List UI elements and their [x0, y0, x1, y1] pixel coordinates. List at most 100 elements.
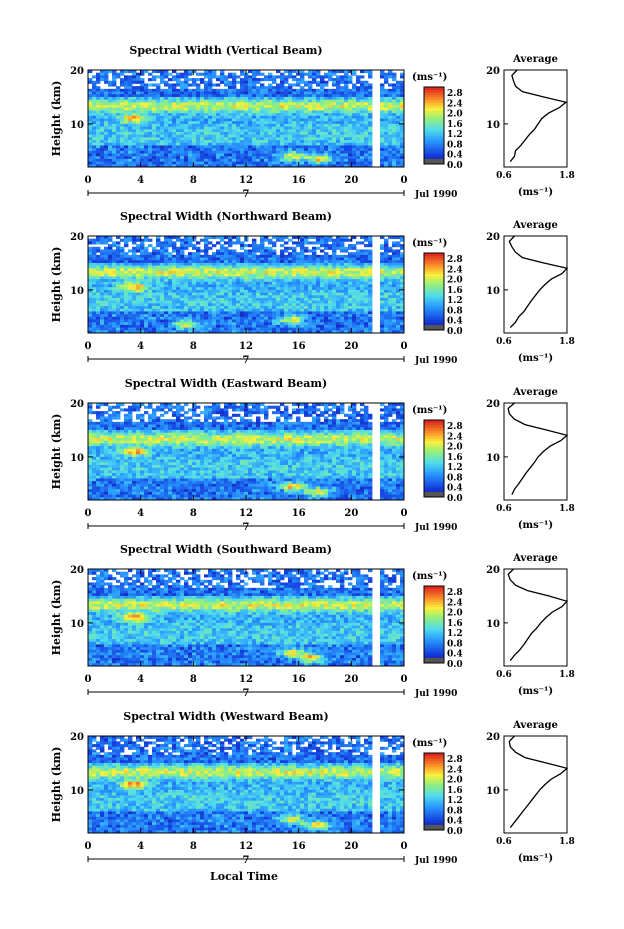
heatmap-cell — [272, 260, 277, 264]
heatmap-cell — [396, 145, 401, 149]
heatmap-cell — [112, 113, 117, 117]
heatmap-cell — [368, 91, 373, 95]
heatmap-cell — [88, 249, 93, 253]
heatmap-cell — [292, 295, 297, 299]
heatmap-cell — [180, 86, 185, 90]
heatmap-cell — [304, 319, 309, 323]
heatmap-cell — [116, 327, 121, 331]
heatmap-cell — [136, 156, 141, 160]
heatmap-cell — [332, 322, 337, 326]
heatmap-cell — [348, 330, 353, 334]
heatmap-cell — [252, 145, 257, 149]
heatmap-cell — [264, 273, 269, 277]
heatmap-cell — [204, 150, 209, 154]
heatmap-cell — [108, 137, 113, 141]
heatmap-cell — [260, 241, 265, 245]
heatmap-cell — [268, 265, 273, 269]
heatmap-cell — [120, 121, 125, 125]
heatmap-cell — [288, 265, 293, 269]
heatmap-cell — [208, 126, 213, 130]
heatmap-cell — [396, 115, 401, 119]
heatmap-cell — [188, 164, 193, 168]
heatmap-cell — [320, 276, 325, 280]
heatmap-cell — [240, 300, 245, 304]
heatmap-cell — [180, 72, 185, 76]
heatmap-cell — [192, 83, 197, 87]
heatmap-cell — [272, 131, 277, 136]
heatmap-cell — [320, 129, 325, 133]
heatmap-cell — [96, 306, 101, 310]
heatmap-cell — [360, 276, 365, 280]
heatmap-cell — [364, 134, 369, 138]
heatmap-cell — [348, 129, 353, 133]
heatmap-cell — [252, 279, 257, 283]
heatmap-cell — [296, 153, 301, 157]
heatmap-cell — [284, 158, 289, 163]
heatmap-cell — [388, 126, 393, 130]
heatmap-cell — [296, 94, 301, 98]
heatmap-cell — [188, 72, 193, 76]
heatmap-cell — [92, 262, 97, 267]
heatmap-cell — [164, 314, 169, 318]
heatmap-cell — [284, 107, 289, 111]
heatmap-cell — [352, 306, 357, 310]
heatmap-cell — [252, 142, 257, 146]
heatmap-cell — [220, 110, 225, 114]
heatmap-cell — [188, 121, 193, 125]
heatmap-cell — [264, 115, 269, 119]
heatmap-cell — [280, 153, 285, 157]
heatmap-cell — [260, 123, 265, 127]
heatmap-cell — [212, 314, 217, 318]
heatmap-cell — [320, 238, 325, 242]
heatmap-cell — [340, 292, 345, 296]
heatmap-cell — [204, 292, 209, 296]
heatmap-cell — [248, 145, 253, 149]
heatmap-cell — [148, 271, 153, 275]
heatmap-cell — [200, 324, 205, 329]
heatmap-cell — [100, 94, 105, 98]
heatmap-cell — [212, 131, 217, 136]
heatmap-cell — [216, 78, 221, 82]
heatmap-cell — [164, 292, 169, 296]
heatmap-cell — [208, 110, 213, 114]
heatmap-cell — [252, 252, 257, 256]
heatmap-cell — [92, 156, 97, 160]
heatmap-cell — [156, 252, 161, 256]
heatmap-cell — [356, 289, 361, 293]
heatmap-cell — [244, 273, 249, 277]
heatmap-cell — [296, 303, 301, 307]
heatmap-cell — [156, 306, 161, 310]
heatmap-cell — [208, 257, 213, 261]
heatmap-cell — [156, 94, 161, 98]
heatmap-cell — [324, 164, 329, 168]
heatmap-cell — [316, 297, 321, 302]
heatmap-cell — [220, 88, 225, 92]
heatmap-cell — [184, 156, 189, 160]
heatmap-cell — [204, 254, 209, 258]
heatmap-cell — [344, 316, 349, 320]
heatmap-cell — [116, 150, 121, 154]
heatmap-cell — [296, 107, 301, 111]
heatmap-cell — [284, 70, 289, 74]
heatmap-cell — [92, 324, 97, 329]
heatmap-cell — [124, 238, 129, 242]
heatmap-cell — [356, 148, 361, 152]
heatmap-cell — [320, 262, 325, 267]
heatmap-cell — [196, 105, 201, 109]
heatmap-cell — [164, 72, 169, 76]
heatmap-cell — [360, 110, 365, 114]
heatmap-cell — [292, 102, 297, 106]
heatmap-cell — [352, 113, 357, 117]
heatmap-cell — [216, 319, 221, 323]
heatmap-cell — [200, 156, 205, 160]
heatmap-cell — [248, 262, 253, 267]
heatmap-cell — [312, 96, 317, 101]
heatmap-cell — [116, 306, 121, 310]
heatmap-cell — [300, 145, 305, 149]
heatmap-cell — [336, 131, 341, 136]
heatmap-cell — [276, 260, 281, 264]
heatmap-cell — [272, 311, 277, 315]
heatmap-cell — [292, 145, 297, 149]
heatmap-cell — [136, 300, 141, 304]
heatmap-cell — [128, 75, 133, 79]
